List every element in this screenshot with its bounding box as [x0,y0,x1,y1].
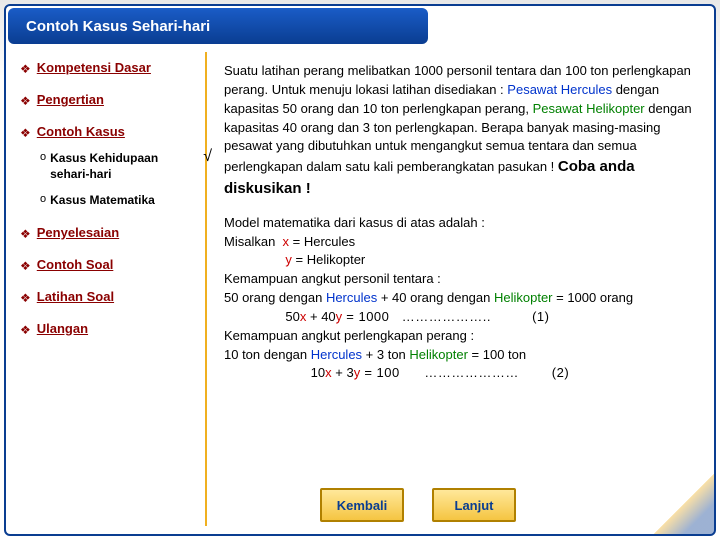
sidebar-item-label: Penyelesaian [37,225,119,240]
sidebar-subitem-label: Kasus Kehidupaan sehari-hari [50,150,200,182]
sidebar-item-label: Kompetensi Dasar [37,60,151,75]
diamond-icon: ❖ [20,323,31,337]
sidebar-item-contoh-kasus[interactable]: ❖ Contoh Kasus [20,124,200,140]
text-highlight-hercules: Hercules [326,290,377,305]
check-icon: √ [203,148,212,166]
diamond-icon: ❖ [20,62,31,76]
diamond-icon: ❖ [20,94,31,108]
sidebar-subitem-kasus-matematika[interactable]: o Kasus Matematika [40,192,200,208]
text-line: Model matematika dari kasus di atas adal… [224,214,699,233]
paragraph-model: Model matematika dari kasus di atas adal… [224,214,699,384]
circle-icon: o [40,193,46,205]
page-title: Contoh Kasus Sehari-hari [26,18,210,35]
text-highlight-hercules: Pesawat Hercules [507,82,612,97]
circle-icon: o [40,151,46,163]
sidebar-item-label: Pengertian [37,92,104,107]
equation-1: 50x + 40y = 1000 ……………….. (1) [224,308,699,327]
diamond-icon: ❖ [20,259,31,273]
sidebar-item-latihan-soal[interactable]: ❖ Latihan Soal [20,289,200,305]
sidebar: ❖ Kompetensi Dasar ❖ Pengertian ❖ Contoh… [20,60,200,353]
diamond-icon: ❖ [20,126,31,140]
next-button[interactable]: Lanjut [432,488,516,522]
text-line: 10 ton dengan Hercules + 3 ton Helikopte… [224,346,699,365]
text-line: Misalkan x = Hercules [224,233,699,252]
vertical-divider [205,52,207,526]
equation-2: 10x + 3y = 100 ………………… (2) [224,364,699,383]
button-row: Kembali Lanjut [320,488,516,522]
sidebar-item-label: Latihan Soal [37,289,114,304]
text-highlight-helikopter: Helikopter [494,290,553,305]
sidebar-item-label: Contoh Soal [37,257,114,272]
sidebar-subitem-label: Kasus Matematika [50,192,155,208]
sidebar-item-kompetensi-dasar[interactable]: ❖ Kompetensi Dasar [20,60,200,76]
sidebar-item-ulangan[interactable]: ❖ Ulangan [20,321,200,337]
diamond-icon: ❖ [20,291,31,305]
header-bar: Contoh Kasus Sehari-hari [8,8,428,44]
button-label: Lanjut [455,498,494,513]
sidebar-item-label: Ulangan [37,321,88,336]
text-line: Kemampuan angkut personil tentara : [224,270,699,289]
sidebar-subitem-kasus-kehidupan[interactable]: o Kasus Kehidupaan sehari-hari √ [40,150,200,182]
diamond-icon: ❖ [20,227,31,241]
sidebar-item-label: Contoh Kasus [37,124,125,139]
text-line: 50 orang dengan Hercules + 40 orang deng… [224,289,699,308]
back-button[interactable]: Kembali [320,488,404,522]
main-content: Suatu latihan perang melibatkan 1000 per… [224,62,699,383]
text-highlight-helikopter: Helikopter [409,347,468,362]
sidebar-item-penyelesaian[interactable]: ❖ Penyelesaian [20,225,200,241]
button-label: Kembali [337,498,388,513]
text-highlight-hercules: Hercules [311,347,362,362]
text-highlight-helikopter: Pesawat Helikopter [533,101,645,116]
text-line: Kemampuan angkut perlengkapan perang : [224,327,699,346]
paragraph-problem: Suatu latihan perang melibatkan 1000 per… [224,62,699,200]
text-line: y = Helikopter [224,251,699,270]
corner-accent [654,474,714,534]
sidebar-item-contoh-soal[interactable]: ❖ Contoh Soal [20,257,200,273]
sidebar-item-pengertian[interactable]: ❖ Pengertian [20,92,200,108]
